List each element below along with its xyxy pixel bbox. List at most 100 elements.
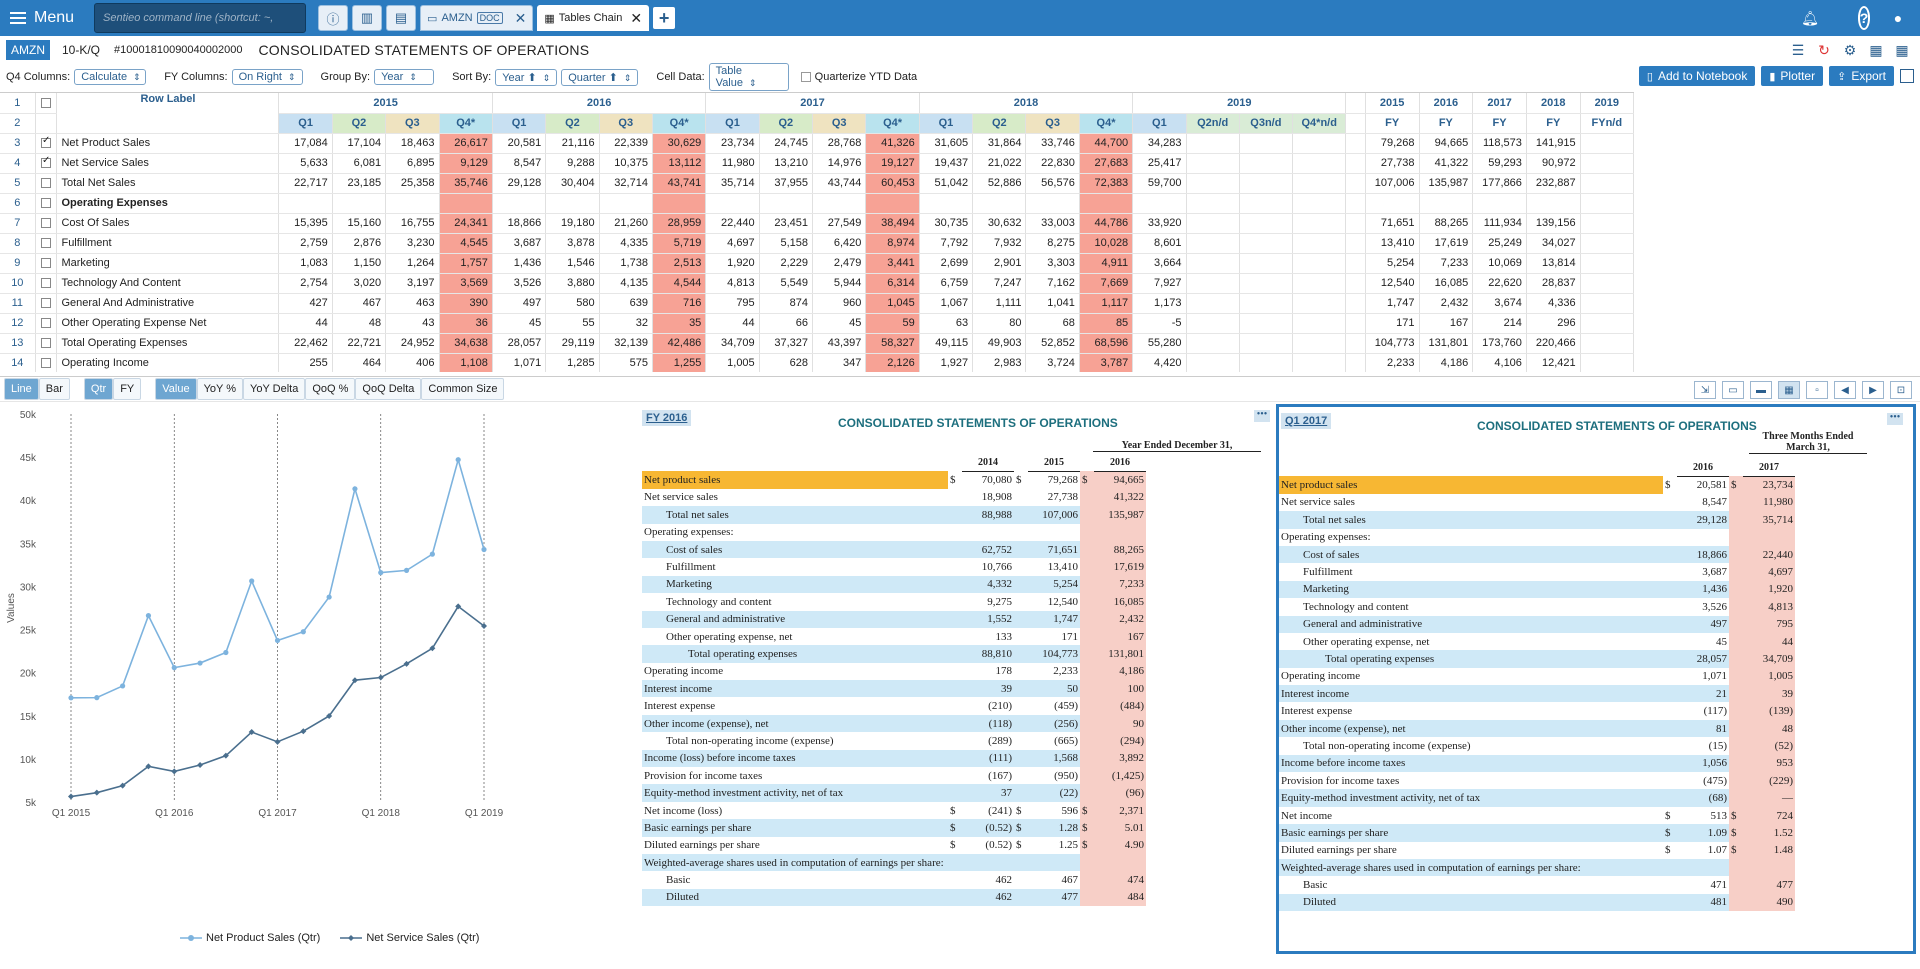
statement-label[interactable]: Diluted (642, 888, 948, 907)
fy-cell[interactable]: 167 (1419, 313, 1474, 334)
fy-cell[interactable] (1580, 273, 1634, 294)
grid-cell[interactable]: 33,003 (1025, 213, 1080, 234)
statement-value[interactable]: 178 (995, 665, 1013, 678)
statement-label[interactable]: Net product sales (1279, 476, 1663, 494)
statement-value[interactable]: (139) (1743, 702, 1795, 720)
plotter-button[interactable]: ▮ Plotter (1761, 66, 1824, 86)
line-toggle[interactable]: Line (4, 378, 39, 400)
fy-cell[interactable]: 22,620 (1472, 273, 1527, 294)
fy-cell[interactable]: 13,814 (1526, 253, 1581, 274)
statement-label[interactable]: Other income (expense), net (642, 714, 948, 733)
gear-icon[interactable]: ⚙ (1843, 41, 1857, 58)
grid-cell[interactable]: 1,920 (705, 253, 760, 274)
row-checkbox[interactable] (41, 278, 52, 289)
qtr-toggle[interactable]: Qtr (83, 378, 114, 400)
fy-header[interactable]: FY (1472, 113, 1527, 134)
help-icon[interactable]: ? (1842, 6, 1871, 30)
grid-cell[interactable]: 1,045 (865, 293, 920, 314)
statement-value[interactable]: 497 (1677, 615, 1729, 633)
grid-cell[interactable]: 55 (545, 313, 600, 334)
statement-value[interactable]: (117) (1703, 705, 1727, 718)
statement-value[interactable]: 3,687 (1702, 566, 1727, 579)
grid-cell[interactable]: 960 (812, 293, 867, 314)
add-to-notebook-button[interactable]: ▯ Add to Notebook (1638, 66, 1756, 86)
layout-two-icon[interactable]: ▬ (1750, 381, 1772, 399)
fy-toggle[interactable]: FY (113, 378, 142, 400)
grid-cell[interactable]: 628 (759, 353, 814, 372)
grid-cell[interactable]: 58,327 (865, 333, 920, 354)
statement-value[interactable]: (665) (1054, 734, 1078, 747)
statement-value[interactable]: 104,773 (1028, 645, 1080, 663)
quarter-header[interactable]: Q4* (1079, 113, 1134, 134)
grid-cell[interactable]: 4,697 (705, 233, 760, 254)
grid-cell[interactable]: 2,983 (972, 353, 1027, 372)
grid-cell[interactable]: 3,020 (332, 273, 387, 294)
fy-cell[interactable]: 7,233 (1419, 253, 1474, 274)
statement-value[interactable]: 596 (1061, 804, 1079, 817)
more-icon[interactable]: ••• (1254, 410, 1270, 422)
grid-cell[interactable] (1186, 273, 1240, 294)
grid-cell[interactable] (1025, 193, 1080, 214)
statement-value[interactable]: 131,801 (1094, 645, 1146, 663)
q12017-tag[interactable]: Q1 2017 (1281, 413, 1332, 429)
statement-value[interactable] (962, 524, 1014, 541)
grid-cell[interactable]: 27,683 (1079, 153, 1134, 174)
grid-cell[interactable]: 6,895 (385, 153, 440, 174)
fy-cell[interactable]: 59,293 (1472, 153, 1527, 174)
fy-cell[interactable]: 12,421 (1526, 353, 1581, 372)
statement-value[interactable]: 795 (1743, 615, 1795, 633)
statement-value[interactable]: 477 (1743, 876, 1795, 894)
grid-cell[interactable]: 24,341 (439, 213, 493, 234)
statement-value[interactable]: 71,651 (1028, 540, 1080, 559)
grid-cell[interactable]: 390 (439, 293, 493, 314)
grid-cell[interactable]: 22,440 (705, 213, 760, 234)
statement-value[interactable]: 481 (1677, 893, 1729, 912)
statement-value[interactable]: 28,057 (1677, 650, 1729, 668)
grid-cell[interactable]: 6,314 (865, 273, 920, 294)
row-label[interactable]: Net Service Sales (56, 153, 280, 174)
fy-cell[interactable]: 10,069 (1472, 253, 1527, 274)
grid-cell[interactable]: 2,901 (972, 253, 1027, 274)
grid-cell[interactable] (652, 193, 707, 214)
grid-cell[interactable]: 464 (332, 353, 387, 372)
grid-cell[interactable] (865, 193, 920, 214)
grid-cell[interactable]: 43,741 (652, 173, 707, 194)
grid-cell[interactable]: 45 (492, 313, 547, 334)
statement-value[interactable]: 9,275 (987, 595, 1012, 608)
grid-cell[interactable]: 2,754 (278, 273, 333, 294)
grid-cell[interactable]: 1,005 (705, 353, 760, 372)
quarter-header[interactable]: Q4* (439, 113, 493, 134)
fy-cell[interactable]: 118,573 (1472, 133, 1527, 154)
statement-value[interactable]: (950) (1054, 769, 1078, 782)
statement-value[interactable] (1028, 524, 1080, 541)
grid-cell[interactable]: 4,335 (599, 233, 653, 254)
grid-cell[interactable]: 80 (972, 313, 1027, 334)
statement-label[interactable]: Total net sales (1279, 511, 1663, 529)
fy-cell[interactable]: 34,027 (1526, 233, 1581, 254)
grid-cell[interactable]: 38,494 (865, 213, 920, 234)
grid-cell[interactable]: 5,719 (652, 233, 707, 254)
grid-cell[interactable]: 1,255 (652, 353, 707, 372)
grid-cell[interactable]: 3,724 (1025, 353, 1080, 372)
grid-cell[interactable]: 1,111 (972, 293, 1027, 314)
grid-cell[interactable]: 41,326 (865, 133, 920, 154)
statement-value[interactable]: 167 (1094, 627, 1146, 646)
statement-label[interactable]: Operating income (1281, 670, 1361, 683)
fy-cell[interactable]: 13,410 (1365, 233, 1420, 254)
statement-label[interactable]: Interest expense (1281, 705, 1353, 718)
statement-value[interactable]: 1.48 (1743, 841, 1795, 859)
statement-value[interactable]: 1,747 (1028, 610, 1080, 628)
fy-cell[interactable]: 90,972 (1526, 153, 1581, 174)
statement-value[interactable]: (210) (988, 700, 1012, 713)
fy-cell[interactable] (1365, 193, 1420, 214)
grid-cell[interactable] (1186, 233, 1240, 254)
statement-value[interactable]: 474 (1094, 871, 1146, 889)
statement-label[interactable]: Other income (expense), net (1279, 719, 1663, 738)
statement-value[interactable]: 513 (1710, 809, 1728, 822)
quarter-header[interactable]: Q1 (278, 113, 333, 134)
grid-cell[interactable]: 1,173 (1132, 293, 1187, 314)
grid-cell[interactable]: 19,180 (545, 213, 600, 234)
fy-cell[interactable]: 3,674 (1472, 293, 1527, 314)
quarter-header[interactable]: Q2 (759, 113, 814, 134)
grid-cell[interactable]: 1,108 (439, 353, 493, 372)
